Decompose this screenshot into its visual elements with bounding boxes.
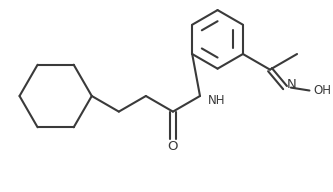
Text: NH: NH	[208, 94, 225, 107]
Text: OH: OH	[313, 84, 331, 97]
Text: N: N	[287, 79, 297, 92]
Text: O: O	[168, 140, 178, 153]
